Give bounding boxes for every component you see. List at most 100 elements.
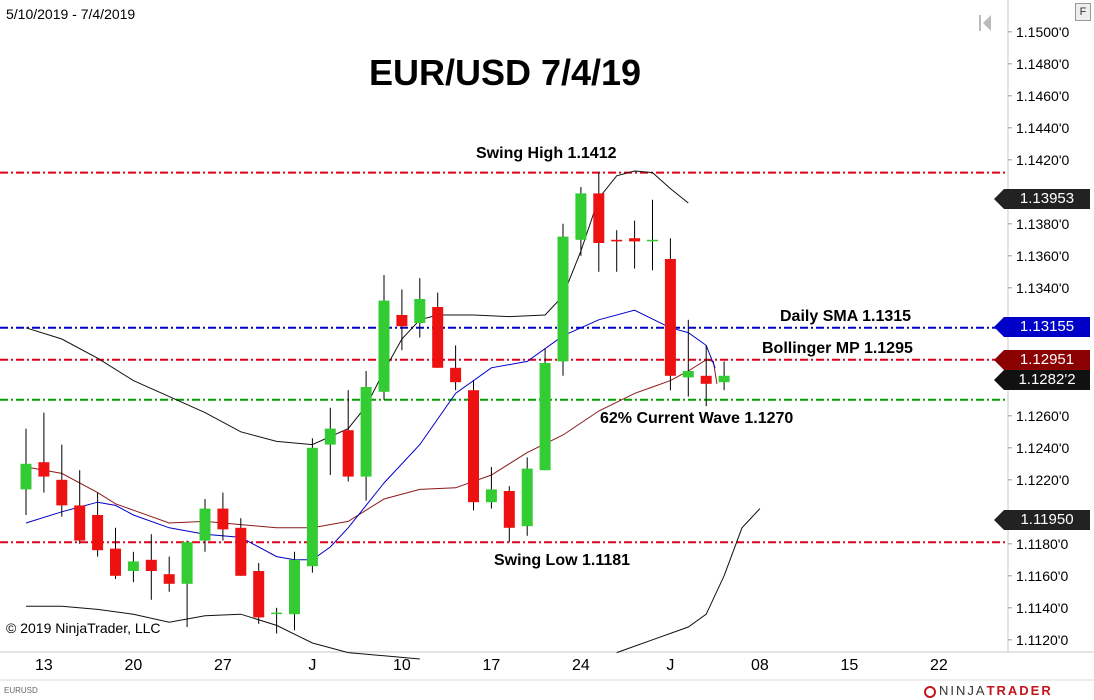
candle-body [163,574,175,584]
x-tick-label: 10 [392,657,411,674]
candle-2019-05-14 [56,444,68,517]
price-marker-badge: 1.12951 [994,349,1090,370]
candle-2019-06-27 [629,220,641,269]
y-tick-label: 1.1360'0 [1016,247,1070,264]
candle-2019-05-27 [217,492,229,541]
y-tick-label: 1.1220'0 [1016,471,1070,488]
candle-body [485,489,497,503]
candle-body [145,559,157,571]
symbol-label: EURUSD [4,686,38,695]
candle-body [181,542,193,584]
candle-body [92,515,104,551]
candle-body [664,259,676,376]
chart-title: EUR/USD 7/4/19 [368,52,642,93]
candle-body [199,508,211,541]
level-label-2: Bollinger MP 1.1295 [762,339,913,357]
candle-2019-05-21 [145,534,157,600]
candle-2019-05-24 [199,499,211,552]
candle-2019-05-16 [92,492,104,557]
bollinger-upper-band [25,170,689,446]
price-marker-badge: 1.1282'2 [994,370,1090,391]
copyright-label: © 2019 NinjaTrader, LLC [6,620,161,636]
candle-2019-05-22 [163,556,175,592]
candle-2019-05-31 [289,551,300,631]
date-range-label: 5/10/2019 - 7/4/2019 [6,6,136,22]
x-tick-label: 15 [840,657,859,674]
candle-2019-05-15 [74,470,86,544]
x-tick-label: 22 [929,657,948,674]
candle-body [539,363,551,471]
candle-body [217,508,229,530]
x-tick-label: 24 [571,657,590,674]
candle-body [593,193,605,243]
candle-body [629,238,641,242]
candle-body [414,299,426,323]
candle-2019-06-21 [557,223,569,376]
x-tick-label: J [308,657,317,674]
x-tick-label: 27 [213,657,232,674]
candle-2019-05-23 [181,540,193,627]
candle-2019-06-19 [521,457,533,536]
candle-body [56,479,68,506]
y-tick-label: 1.1160'0 [1016,567,1069,584]
x-tick-label: J [666,657,675,674]
candle-2019-06-28 [647,199,658,271]
y-tick-label: 1.1240'0 [1016,439,1070,456]
y-tick-label: 1.1500'0 [1016,23,1070,40]
candle-body [718,375,730,383]
candle-2019-06-13 [450,345,462,391]
candle-2019-06-25 [593,172,605,272]
price-marker-badge: 1.11950 [994,509,1090,530]
candle-body [342,430,354,477]
level-label-1: Daily SMA 1.1315 [780,307,912,325]
daily-sma-line [25,309,716,561]
candle-2019-05-29 [253,563,265,624]
candle-2019-05-17 [110,527,121,579]
candle-body [432,307,444,368]
candle-body [575,193,587,240]
y-tick-label: 1.1420'0 [1016,151,1070,168]
candle-body [450,367,462,383]
candle-2019-06-17 [485,467,497,509]
candle-2019-07-02 [682,319,694,397]
logo-icon [924,686,936,698]
candle-2019-05-13 [38,412,50,493]
candle-2019-05-28 [235,518,247,576]
x-tick-label: 13 [34,657,53,674]
level-label-3: 62% Current Wave 1.1270 [600,409,794,427]
y-tick-label: 1.1120'0 [1016,631,1069,648]
candle-body [611,239,623,242]
logo-text-right: TRADER [986,683,1053,698]
candle-2019-06-06 [360,371,372,501]
candle-body [700,375,712,384]
price-marker-badge: 1.13953 [994,189,1090,210]
candle-body [360,387,372,477]
candle-body [20,463,32,490]
logo-text-left: NINJA [939,683,987,698]
candle-2019-05-30 [271,607,283,634]
y-tick-label: 1.1460'0 [1016,87,1070,104]
price-marker-badge: 1.13155 [994,317,1090,337]
ninjatrader-logo: NINJATRADER [924,683,1053,698]
candle-2019-06-20 [539,348,551,471]
level-label-4: Swing Low 1.1181 [494,552,631,570]
candle-body [127,561,139,571]
candle-2019-06-18 [503,486,515,543]
candle-2019-06-07 [378,275,390,400]
x-tick-label: 17 [482,657,501,674]
collapse-panel-icon[interactable] [978,12,992,34]
candle-body [289,559,300,615]
candle-2019-06-05 [342,390,354,482]
y-tick-label: 1.1340'0 [1016,279,1070,296]
candle-2019-06-10 [396,289,408,351]
y-tick-label: 1.1180'0 [1016,535,1069,552]
bollinger-lower-band [26,605,420,660]
settings-button[interactable]: F [1075,3,1091,21]
candle-body [235,527,247,576]
x-tick-label: 20 [124,657,143,674]
candle-2019-07-01 [664,238,676,391]
y-tick-label: 1.1140'0 [1016,599,1069,616]
candle-2019-06-04 [324,407,336,475]
candle-body [468,390,479,503]
